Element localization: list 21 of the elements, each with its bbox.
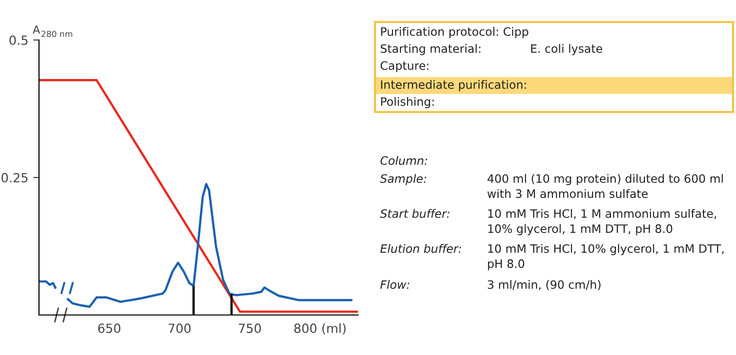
text: 10 mM Tris HCl, 10% glycerol, 1 mM DTT, pH 8.0 — [488, 244, 724, 270]
text: Column: — [380, 156, 428, 165]
text: Starting material: — [380, 44, 480, 56]
text: Purification protocol: Cipp — [381, 27, 528, 38]
text: Intermediate purification: — [381, 80, 526, 92]
text: Capture: — [380, 61, 428, 72]
text: Flow: — [380, 280, 410, 289]
text: Sample: — [380, 174, 426, 186]
text: Polishing: — [381, 97, 434, 108]
text: Start buffer: — [380, 209, 450, 218]
x-tick-label: 800 (ml) — [294, 323, 346, 334]
y-tick-label: 0.25 — [2, 172, 28, 182]
text: 10 mM Tris HCl, 1 M ammonium sulfate, 10% glycerol, 1 mM DTT, pH 8.0 — [488, 209, 716, 236]
x-tick-label: 700 — [168, 324, 191, 334]
y-tick-label: 0.5 — [10, 35, 28, 45]
text: Elution buffer: — [380, 244, 462, 253]
text: E. coli lysate — [531, 44, 602, 56]
text: 3 ml/min, (90 cm/h) — [488, 280, 600, 290]
x-tick-label: 750 — [238, 324, 261, 334]
x-tick-label: 650 — [98, 324, 120, 334]
text: 400 ml (10 mg protein) diluted to 600 ml with 3 M ammonium sulfate — [487, 174, 723, 198]
